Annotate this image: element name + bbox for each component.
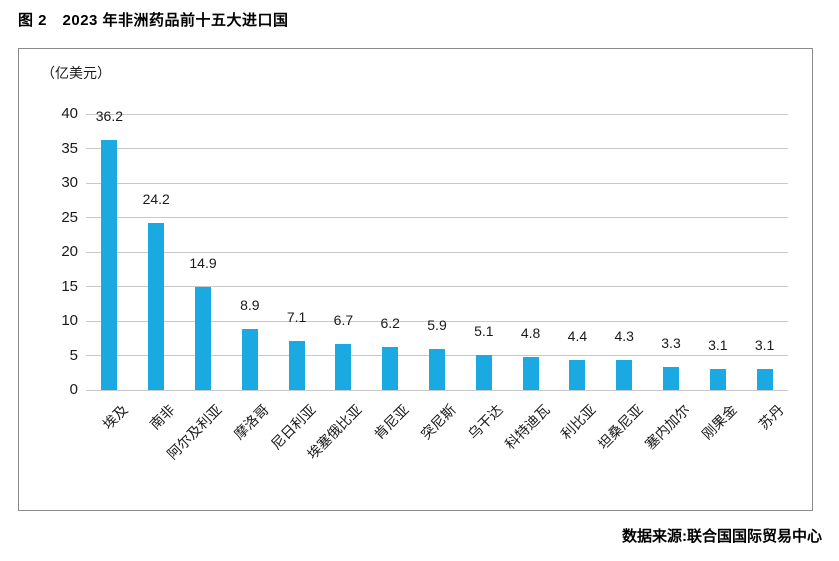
x-axis-category-label: 埃及 — [100, 401, 132, 433]
bar-value-label: 8.9 — [240, 296, 260, 313]
gridline-20 — [86, 251, 788, 253]
bar-刚果金 — [709, 368, 726, 390]
y-axis-tick-label: 15 — [61, 277, 78, 295]
plot-area: 0 5 10 15 20 25 30 35 40 36.2 埃及 24.2 南非 14.9 阿尔及利亚 8.9… — [61, 105, 788, 462]
figure-title: 图 2 2023 年非洲药品前十五大进口国 — [18, 12, 289, 29]
bar-南非 — [148, 223, 165, 390]
gridline-30 — [86, 182, 788, 184]
y-axis-tick-label: 10 — [61, 312, 78, 329]
bar-value-label: 5.1 — [474, 322, 494, 339]
bar-肯尼亚 — [382, 347, 399, 390]
bar-阿尔及利亚 — [195, 287, 211, 390]
bar-乌干达 — [475, 354, 492, 390]
bar-value-label: 6.2 — [380, 315, 400, 332]
bar-埃及 — [101, 140, 118, 390]
bar-value-label: 7.1 — [286, 309, 307, 326]
bar-value-label: 24.2 — [142, 191, 170, 208]
y-axis-tick-label: 25 — [61, 208, 78, 226]
x-axis-category-label: 苏丹 — [755, 401, 787, 433]
y-axis-unit-label: （亿美元） — [41, 65, 111, 81]
bar-苏丹 — [756, 368, 773, 390]
bar-value-label: 3.1 — [754, 336, 775, 353]
y-axis-tick-label: 30 — [61, 174, 78, 191]
bar-科特迪瓦 — [522, 356, 539, 390]
bar-value-label: 4.8 — [520, 324, 541, 341]
bar-利比亚 — [569, 359, 586, 390]
bar-埃塞俄比亚 — [335, 343, 352, 390]
bar-value-label: 36.2 — [95, 108, 124, 125]
gridline-10 — [86, 320, 788, 322]
bar-塞内加尔 — [663, 367, 679, 390]
gridline-35 — [86, 148, 788, 149]
chart-container: （亿美元） 0 5 10 15 20 25 30 35 40 36.2 埃及 24.2 南非 14.9 阿尔… — [18, 48, 813, 511]
bar-摩洛哥 — [241, 328, 258, 390]
bar-坦桑尼亚 — [616, 360, 633, 390]
x-axis-category-label: 科特迪瓦 — [501, 401, 553, 453]
y-axis-tick-label: 5 — [69, 346, 78, 364]
x-axis-category-label: 突尼斯 — [417, 401, 459, 443]
x-axis-category-label: 摩洛哥 — [230, 401, 272, 443]
gridline-25 — [86, 217, 788, 218]
x-axis-category-label: 塞内加尔 — [641, 401, 693, 453]
bar-value-label: 4.3 — [614, 328, 634, 345]
bar-value-label: 3.3 — [661, 335, 681, 352]
bar-突尼斯 — [429, 349, 445, 390]
x-axis-category-label: 南非 — [146, 401, 178, 433]
y-axis-tick-label: 0 — [69, 381, 78, 398]
bar-value-label: 3.1 — [708, 336, 728, 353]
x-axis-category-label: 刚果金 — [698, 401, 740, 443]
y-axis-tick-label: 35 — [61, 139, 78, 157]
y-axis-tick-label: 20 — [61, 243, 78, 260]
x-axis-category-label: 乌干达 — [464, 401, 506, 443]
data-source-note: 数据来源:联合国国际贸易中心 — [622, 528, 822, 545]
gridline-40 — [86, 113, 788, 115]
bar-尼日利亚 — [288, 341, 305, 390]
bar-value-label: 4.4 — [567, 327, 588, 344]
y-axis-tick-label: 40 — [61, 105, 78, 122]
bar-value-label: 6.7 — [333, 311, 354, 328]
x-axis-category-label: 肯尼亚 — [370, 401, 412, 443]
bar-value-label: 14.9 — [189, 255, 217, 272]
gridline-0 — [86, 389, 788, 391]
bar-value-label: 5.9 — [427, 317, 447, 334]
gridline-15 — [86, 286, 788, 287]
x-axis-category-label: 坦桑尼亚 — [595, 401, 646, 453]
